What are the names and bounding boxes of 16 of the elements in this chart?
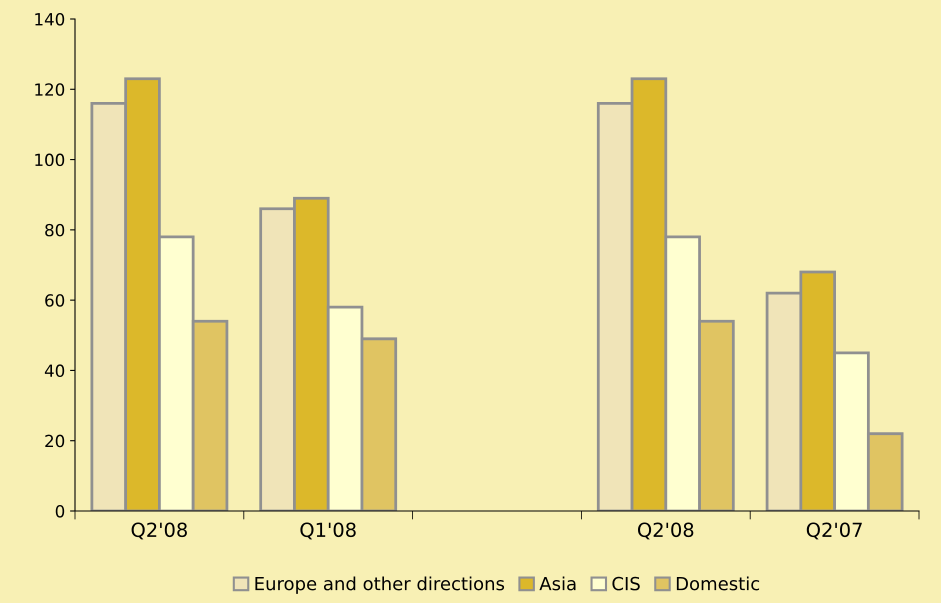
legend-label: CIS [612,576,640,590]
y-tick-label: 120 [35,83,64,96]
x-tick-label: Q1'08 [300,522,356,540]
x-tick-label: Q2'08 [132,522,187,540]
legend-label: Domestic [676,576,760,590]
legend-label: Europe and other directions [255,576,504,594]
x-tick-label: Q2'08 [638,522,694,540]
y-tick-label: 80 [45,224,64,236]
y-tick-label: 100 [35,154,64,166]
y-tick-label: 140 [35,12,64,26]
y-tick-label: 40 [44,364,64,377]
y-tick-label: 60 [45,294,64,307]
y-tick-label: 20 [45,434,64,448]
x-tick-label: Q2'07 [806,522,862,540]
y-tick-label: 0 [56,504,64,518]
legend-label: Asia [539,576,576,590]
